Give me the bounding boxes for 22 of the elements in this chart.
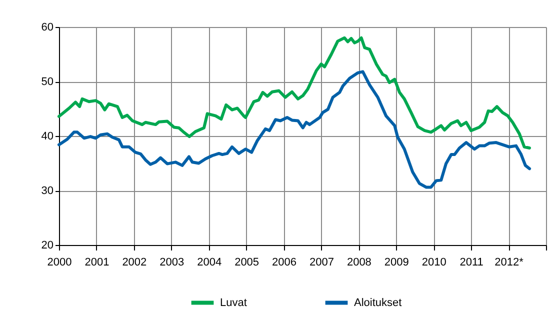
legend-label: Luvat — [220, 296, 247, 309]
x-tick-label: 2008 — [346, 256, 372, 268]
y-tick-label: 50 — [41, 76, 54, 88]
x-tick-label: 2001 — [84, 256, 110, 268]
x-tick-label: 2002 — [122, 256, 147, 268]
y-tick-label: 30 — [41, 185, 54, 197]
y-tick-label: 60 — [41, 22, 54, 34]
x-tick-label: 2012* — [494, 256, 524, 268]
x-tick-label: 2007 — [309, 256, 334, 268]
x-tick-label: 2009 — [384, 256, 409, 268]
line-series — [58, 70, 532, 189]
y-tick-label: 20 — [41, 240, 54, 252]
legend-label: Aloitukset — [354, 296, 402, 309]
x-tick-label: 2011 — [460, 256, 484, 268]
x-tick-label: 2006 — [272, 256, 297, 268]
x-tick-label: 2005 — [234, 256, 260, 268]
line-series — [58, 36, 532, 150]
x-tick-label: 2000 — [47, 256, 72, 268]
x-tick-label: 2003 — [160, 256, 184, 268]
x-tick-label: 2004 — [197, 256, 222, 268]
x-tick-label: 2010 — [422, 256, 446, 268]
y-tick-label: 40 — [41, 130, 54, 142]
